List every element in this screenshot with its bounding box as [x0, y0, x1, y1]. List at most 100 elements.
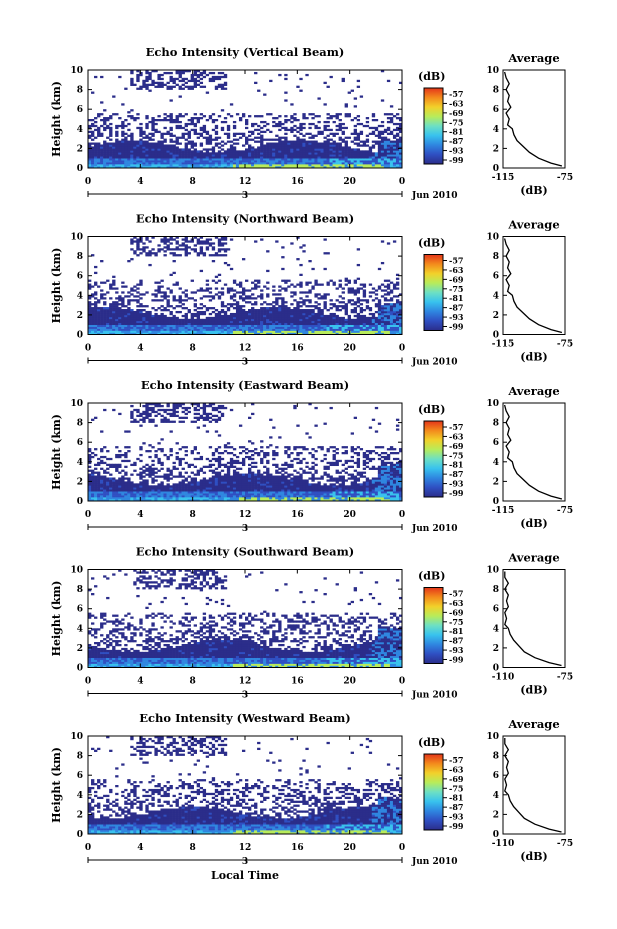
heatmap-cell — [115, 297, 119, 300]
heatmap-cell — [341, 77, 345, 81]
heatmap-cell — [157, 289, 161, 292]
heatmap-cell — [163, 113, 167, 116]
heatmap-cell — [383, 316, 388, 320]
heatmap-cell — [136, 489, 140, 492]
heatmap-cell — [124, 483, 128, 486]
heatmap-cell — [130, 258, 134, 261]
heatmap-cell — [278, 320, 282, 324]
heatmap-cell — [142, 130, 146, 134]
x-tick-label: 4 — [137, 344, 143, 354]
heatmap-cell — [145, 150, 149, 153]
heatmap-cell — [226, 303, 231, 306]
heatmap-cell — [211, 318, 216, 322]
heatmap-cell — [148, 158, 152, 161]
heatmap-cell — [139, 122, 143, 126]
heatmap-cell — [118, 450, 122, 453]
heatmap-cell — [94, 142, 98, 145]
heatmap-cell — [193, 166, 197, 169]
heatmap-cell — [356, 330, 361, 333]
heatmap-cell — [157, 164, 161, 167]
heatmap-cell — [178, 475, 182, 478]
heatmap-cell — [332, 120, 336, 124]
heatmap-cell — [296, 146, 300, 149]
heatmap-cell — [341, 126, 345, 130]
heatmap-cell — [157, 299, 161, 302]
heatmap-cell — [211, 324, 216, 327]
heatmap-cell — [130, 497, 134, 500]
heatmap-cell — [208, 152, 213, 155]
heatmap-cell — [232, 322, 237, 325]
heatmap-cell — [338, 142, 342, 145]
heatmap-cell — [121, 459, 125, 463]
heatmap-cell — [196, 318, 201, 322]
heatmap-cell — [109, 122, 113, 126]
heatmap-cell — [220, 248, 225, 251]
heatmap-cell — [386, 309, 391, 312]
heatmap-cell — [275, 144, 279, 147]
heatmap-cell — [299, 291, 303, 294]
heatmap-cell — [166, 418, 170, 421]
heatmap-cell — [395, 144, 400, 147]
heatmap-cell — [317, 312, 321, 316]
heatmap-cell — [347, 289, 351, 292]
heatmap-cell — [329, 142, 333, 145]
heatmap-cell — [148, 142, 152, 145]
colorbar-tick-label: -63 — [449, 265, 464, 275]
heatmap-cell — [323, 293, 327, 296]
heatmap-cell — [293, 310, 297, 314]
heatmap-cell — [341, 132, 345, 135]
heatmap-cell — [323, 126, 327, 130]
heatmap-cell — [127, 291, 131, 294]
heatmap-cell — [238, 283, 243, 286]
heatmap-cell — [88, 164, 92, 167]
heatmap-cell — [121, 309, 125, 312]
heatmap-cell — [148, 332, 152, 335]
heatmap-cell — [217, 146, 222, 149]
panel-1: Echo Intensity (Vertical Beam)0246810Hei… — [50, 45, 573, 201]
heatmap-cell — [305, 154, 309, 157]
heatmap-cell — [314, 134, 318, 137]
heatmap-cell — [251, 297, 255, 300]
heatmap-cell — [109, 148, 113, 151]
heatmap-cell — [374, 160, 379, 163]
heatmap-cell — [392, 140, 397, 143]
heatmap-cell — [115, 160, 119, 163]
heatmap-cell — [398, 164, 403, 167]
heatmap-cell — [338, 285, 342, 288]
heatmap-cell — [293, 148, 297, 151]
heatmap-cell — [130, 481, 134, 484]
heatmap-cell — [172, 254, 176, 257]
colorbar-tick-label: -81 — [449, 127, 463, 137]
heatmap-cell — [130, 144, 134, 147]
heatmap-cell — [308, 318, 312, 322]
heatmap-cell — [353, 164, 358, 167]
heatmap-cell — [392, 295, 397, 298]
heatmap-cell — [97, 152, 101, 155]
heatmap-cell — [151, 150, 155, 153]
heatmap-cell — [130, 463, 134, 467]
heatmap-cell — [208, 322, 213, 325]
heatmap-cell — [383, 332, 388, 335]
heatmap-cell — [299, 310, 303, 314]
heatmap-cell — [392, 320, 397, 324]
heatmap-cell — [202, 416, 207, 419]
heatmap-cell — [257, 166, 261, 169]
heatmap-cell — [293, 164, 297, 167]
heatmap-cell — [223, 83, 228, 86]
heatmap-cell — [308, 301, 312, 304]
heatmap-cell — [91, 326, 95, 329]
heatmap-cell — [395, 158, 400, 161]
heatmap-cell — [220, 322, 225, 325]
colorbar-tick-label: -63 — [449, 98, 464, 108]
heatmap-cell — [302, 115, 306, 118]
heatmap-cell — [389, 154, 394, 157]
heatmap-cell — [266, 113, 270, 116]
heatmap-cell — [272, 309, 276, 312]
heatmap-cell — [260, 289, 264, 292]
heatmap-cell — [220, 162, 225, 165]
heatmap-cell — [94, 291, 98, 294]
heatmap-cell — [220, 314, 225, 318]
heatmap-cell — [220, 128, 225, 132]
heatmap-cell — [151, 79, 155, 83]
heatmap-cell — [178, 301, 182, 304]
